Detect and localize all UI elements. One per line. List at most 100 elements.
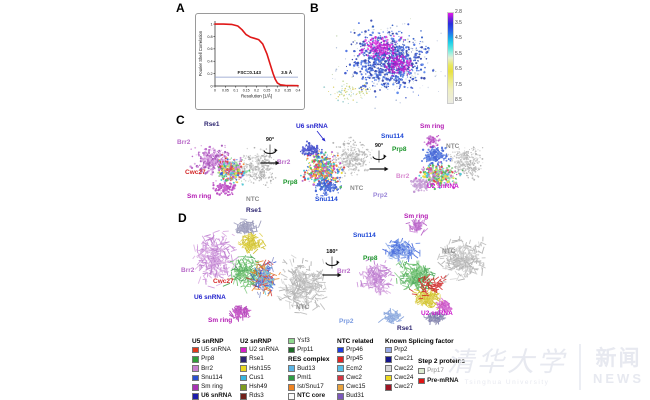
legend-item: Hsh155 xyxy=(240,365,271,372)
legend-swatch xyxy=(337,393,344,400)
legend-item: Bud13 xyxy=(288,365,315,372)
legend-item: Rse1 xyxy=(240,355,264,363)
structure-label-ntc: NTC xyxy=(296,304,310,311)
legend-swatch xyxy=(240,393,247,400)
legend-swatch xyxy=(288,384,295,391)
legend-item: U2 snRNA xyxy=(240,345,279,354)
rotation-angle-label: 90° xyxy=(374,143,384,149)
legend-item: Ecm2 xyxy=(337,365,362,372)
legend-item-label: Prp8 xyxy=(201,355,215,363)
structure-label-cwc27: Cwc27 xyxy=(213,278,234,285)
legend-item-label: Ysf3 xyxy=(297,336,310,344)
panel-d-label: D xyxy=(178,211,187,225)
legend-item-label: Hsh155 xyxy=(249,364,271,372)
watermark-news-en: NEWS xyxy=(593,371,644,386)
legend-item-label: Pml1 xyxy=(297,373,312,381)
watermark-news-cn: 新闻 xyxy=(595,347,642,370)
legend-swatch xyxy=(240,374,247,382)
legend-item-label: Cwc22 xyxy=(394,364,414,372)
legend-item: Prp46 xyxy=(337,345,363,354)
legend-item: Ysf3 xyxy=(288,336,310,345)
legend-item: Cwc2 xyxy=(337,373,362,382)
legend-item: Cwc21 xyxy=(385,355,413,363)
structure-label-prp2: Prp2 xyxy=(339,318,354,325)
legend-item-label: Pre-mRNA xyxy=(427,376,459,384)
rotation-axis-icon xyxy=(260,144,280,165)
legend-item: Sm ring xyxy=(192,383,223,391)
legend-item: Prp2 xyxy=(385,346,407,354)
legend-item-label: Cwc2 xyxy=(346,373,362,381)
legend-item-label: U6 snRNA xyxy=(201,392,232,400)
colorbar-tick-label: 3.5 xyxy=(455,19,462,26)
structure-label-snu114: Snu114 xyxy=(353,232,376,239)
structure-label-sm-ring: Sm ring xyxy=(208,317,233,324)
legend-swatch xyxy=(240,384,247,391)
panel-b-label: B xyxy=(310,1,319,15)
legend-swatch xyxy=(385,356,392,363)
structure-label-prp2: Prp2 xyxy=(373,192,388,199)
legend-item: Pml1 xyxy=(288,373,312,382)
rotation-90deg-icon: 90° xyxy=(368,143,390,178)
legend-swatch xyxy=(337,374,344,382)
structure-label-u6-snrna: U6 snRNA xyxy=(296,123,328,130)
legend-item-label: Prp17 xyxy=(427,366,444,374)
legend-item: Pre-mRNA xyxy=(418,376,459,385)
structure-label-rse1: Rse1 xyxy=(204,121,220,128)
legend-swatch xyxy=(418,377,425,385)
legend-item: Rds3 xyxy=(240,393,264,400)
legend-swatch xyxy=(385,346,392,354)
colorbar-tick-label: 7.5 xyxy=(455,81,462,88)
legend-swatch xyxy=(192,393,199,400)
legend-item: Cwc24 xyxy=(385,373,414,382)
legend-item-label: Brr2 xyxy=(201,364,213,372)
legend-item: Prp8 xyxy=(192,355,215,363)
legend-item: Prp11 xyxy=(288,345,314,354)
structure-label-u6-snrna: U6 snRNA xyxy=(194,294,226,301)
colorbar-tick-label: 6.5 xyxy=(455,66,462,73)
legend-item-label: Cwc15 xyxy=(346,383,366,391)
rotation-axis-icon xyxy=(369,150,389,171)
legend-swatch xyxy=(288,337,295,345)
legend-item-label: U2 snRNA xyxy=(249,345,279,353)
legend-header-known-splicing-factor: Known Splicing factor xyxy=(385,337,454,345)
structure-label-rse1: Rse1 xyxy=(397,325,413,332)
structure-label-prp8: Prp8 xyxy=(392,146,407,153)
watermark-university-cn: 清华大学 xyxy=(447,346,567,378)
legend-item: Cwc27 xyxy=(385,383,413,391)
legend-item: Snu114 xyxy=(192,374,222,382)
structure-label-ntc: NTC xyxy=(446,143,460,150)
legend-swatch xyxy=(385,384,392,391)
legend-item-label: Prp11 xyxy=(297,345,314,353)
legend-swatch xyxy=(192,346,199,354)
structure-label-sm-ring: Sm ring xyxy=(420,123,445,130)
legend-swatch xyxy=(288,365,295,372)
legend-item-label: Hsh49 xyxy=(249,383,268,391)
structure-label-u2-snrna: U2 snRNA xyxy=(427,183,459,190)
structure-label-brr2: Brr2 xyxy=(337,268,351,275)
colorbar-tick-label: 2.8 xyxy=(455,9,462,15)
legend-item-label: Sm ring xyxy=(201,383,223,391)
legend-item-label: Rse1 xyxy=(249,355,264,363)
legend-header-u5-snrnp: U5 snRNP xyxy=(192,337,224,345)
rotation-angle-label: 90° xyxy=(265,137,275,143)
legend-swatch xyxy=(288,374,295,382)
legend-item-label: Bud13 xyxy=(297,364,316,372)
fsc-plot-frame: 0 0.2 0.4 0.6 0.8 1 0 0.05 0.1 0.15 0.2 0.25 0.3 0.35… xyxy=(195,13,305,110)
legend-item-label: Ecm2 xyxy=(346,364,363,372)
legend-swatch xyxy=(288,393,295,400)
watermark-divider xyxy=(579,344,581,390)
panel-a-label: A xyxy=(176,1,185,15)
legend-item: Bud31 xyxy=(337,393,364,400)
legend-item: U6 snRNA xyxy=(192,393,232,400)
watermark-university: 清华大学 Tsinghua University xyxy=(447,349,567,386)
structure-label-brr2: Brr2 xyxy=(177,139,191,146)
legend-item-label: Prp46 xyxy=(346,345,363,353)
legend-item: Cwc15 xyxy=(337,383,366,391)
legend-item: Brr2 xyxy=(192,365,213,372)
structure-label-cwc27: Cwc27 xyxy=(185,169,206,176)
rotation-180deg-icon: 180° xyxy=(321,249,343,284)
legend-item-label: Cwc24 xyxy=(394,373,414,381)
legend-header-step-2-proteins: Step 2 proteins xyxy=(418,358,465,365)
